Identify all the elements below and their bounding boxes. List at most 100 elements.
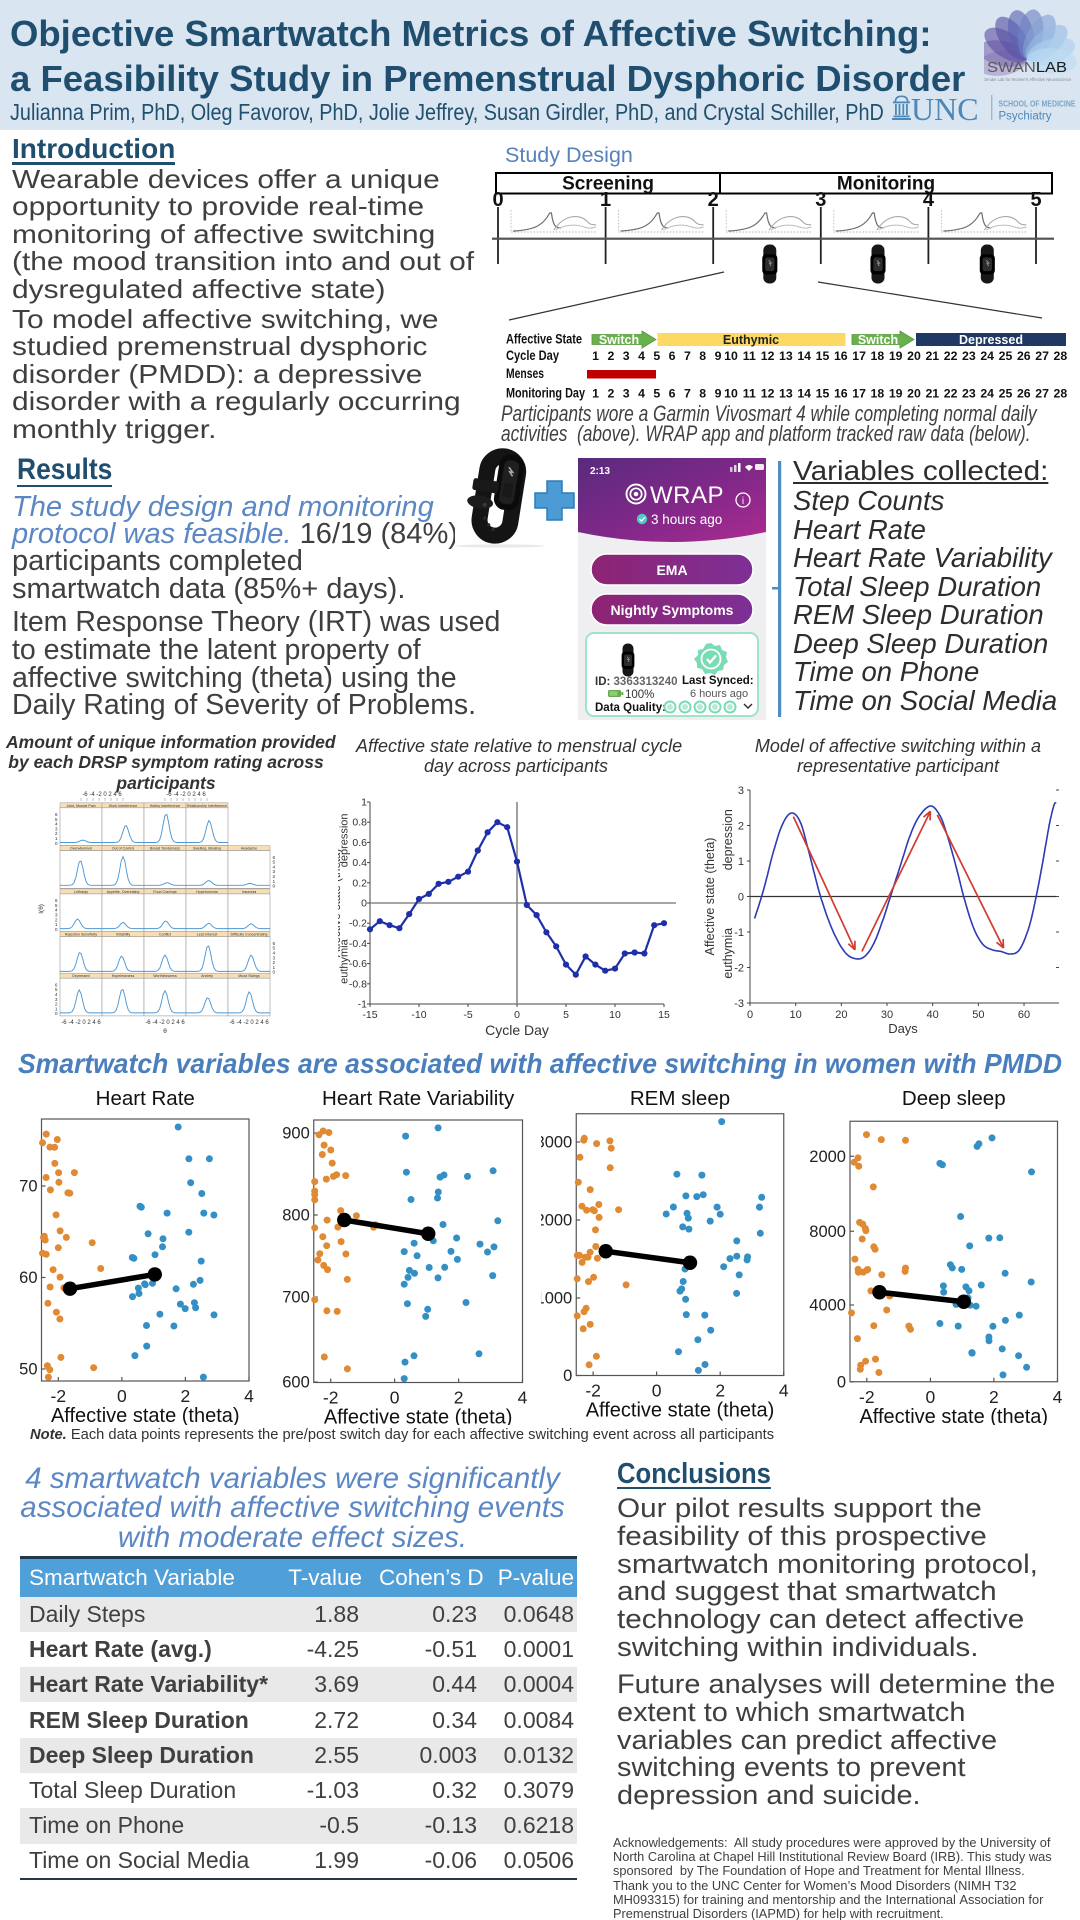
svg-text:5: 5 xyxy=(273,946,276,952)
svg-text:18: 18 xyxy=(871,387,885,401)
svg-text:euthymia: euthymia xyxy=(721,928,735,979)
svg-text:1: 1 xyxy=(273,879,276,885)
svg-text:25: 25 xyxy=(999,349,1013,363)
svg-text:Monitoring Day: Monitoring Day xyxy=(506,386,585,401)
svg-text:ID: 3363313240: ID: 3363313240 xyxy=(595,676,678,688)
svg-text:θ: θ xyxy=(163,1028,167,1035)
svg-text:25: 25 xyxy=(999,387,1013,401)
svg-text:Headache: Headache xyxy=(241,847,257,851)
svg-text:18: 18 xyxy=(871,349,885,363)
svg-text:WRAP: WRAP xyxy=(650,482,724,509)
svg-text:2000: 2000 xyxy=(809,1148,846,1166)
svg-text:0: 0 xyxy=(514,1009,520,1021)
svg-text:2:13: 2:13 xyxy=(590,466,610,477)
svg-text:0: 0 xyxy=(563,1367,572,1385)
svg-text:Heart Rate: Heart Rate xyxy=(96,1087,195,1110)
svg-text:4: 4 xyxy=(244,1386,254,1406)
svg-text:Irritability: Irritability xyxy=(116,933,131,937)
svg-text:6: 6 xyxy=(55,812,58,818)
svg-text:50: 50 xyxy=(972,1009,984,1021)
svg-text:0.6: 0.6 xyxy=(352,837,367,849)
svg-text:8: 8 xyxy=(699,387,706,401)
svg-text:Screening: Screening xyxy=(562,174,654,195)
svg-text:6: 6 xyxy=(273,941,276,947)
svg-text:0: 0 xyxy=(55,841,58,847)
svg-text:Psychiatry: Psychiatry xyxy=(999,111,1052,123)
svg-text:-5: -5 xyxy=(463,1009,472,1021)
svg-text:4: 4 xyxy=(638,387,645,401)
svg-text:0: 0 xyxy=(273,884,276,890)
svg-text:3: 3 xyxy=(623,349,630,363)
svg-text:10: 10 xyxy=(790,1009,802,1021)
svg-text:Mood Swings: Mood Swings xyxy=(238,974,260,978)
svg-text:2: 2 xyxy=(55,831,58,837)
svg-text:30: 30 xyxy=(881,1009,893,1021)
svg-text:9: 9 xyxy=(715,387,722,401)
svg-text:3: 3 xyxy=(55,826,58,832)
svg-text:1: 1 xyxy=(55,836,58,842)
svg-text:Food Cravings: Food Cravings xyxy=(153,890,177,894)
svg-text:-0.4: -0.4 xyxy=(349,938,367,950)
svg-text:22: 22 xyxy=(944,387,958,401)
svg-text:1: 1 xyxy=(592,387,599,401)
svg-text:Less Interest: Less Interest xyxy=(197,933,218,937)
svg-text:60: 60 xyxy=(19,1269,37,1287)
svg-text:Switch: Switch xyxy=(858,333,898,347)
svg-text:22: 22 xyxy=(944,349,958,363)
svg-text:10: 10 xyxy=(609,1009,621,1021)
svg-text:2: 2 xyxy=(55,917,58,923)
svg-text:Hypersomnia: Hypersomnia xyxy=(196,890,217,894)
svg-text:2: 2 xyxy=(708,189,719,211)
svg-text:12: 12 xyxy=(761,387,775,401)
svg-text:REM sleep: REM sleep xyxy=(630,1087,730,1110)
svg-text:4: 4 xyxy=(1053,1387,1063,1407)
svg-text:1: 1 xyxy=(592,349,599,363)
svg-text:1: 1 xyxy=(738,856,744,868)
svg-text:4: 4 xyxy=(923,189,935,211)
svg-text:70: 70 xyxy=(19,1178,37,1196)
svg-text:Switch: Switch xyxy=(599,333,639,347)
svg-text:Overwhelmed: Overwhelmed xyxy=(70,847,92,851)
svg-text:-6 -4 -2 0 2 4 6: -6 -4 -2 0 2 4 6 xyxy=(61,1020,101,1026)
svg-text:Deep sleep: Deep sleep xyxy=(902,1087,1006,1110)
svg-text:Swelling, Bloating: Swelling, Bloating xyxy=(193,847,221,851)
svg-text:26: 26 xyxy=(1017,387,1031,401)
svg-text:4: 4 xyxy=(273,950,276,956)
svg-text:Out of Control: Out of Control xyxy=(112,847,135,851)
svg-text:6: 6 xyxy=(55,898,58,904)
svg-text:0: 0 xyxy=(926,1387,936,1407)
svg-text:15: 15 xyxy=(658,1009,670,1021)
svg-text:24: 24 xyxy=(980,387,994,401)
svg-text:I(θ): I(θ) xyxy=(38,904,45,914)
svg-text:Days: Days xyxy=(888,1021,918,1036)
svg-text:14: 14 xyxy=(797,349,811,363)
svg-text:50: 50 xyxy=(19,1361,37,1379)
svg-text:-0.8: -0.8 xyxy=(349,978,367,990)
svg-text:15: 15 xyxy=(816,349,830,363)
svg-text:Difficulty Concentrating: Difficulty Concentrating xyxy=(231,933,268,937)
svg-text:6: 6 xyxy=(55,982,58,988)
svg-text:28: 28 xyxy=(1054,387,1068,401)
svg-text:3: 3 xyxy=(738,785,744,797)
svg-text:0: 0 xyxy=(55,1011,58,1017)
svg-text:700: 700 xyxy=(282,1289,310,1307)
svg-text:Anxiety: Anxiety xyxy=(201,974,213,978)
svg-text:-1: -1 xyxy=(734,927,744,939)
svg-text:SCHOOL OF MEDICINE: SCHOOL OF MEDICINE xyxy=(999,99,1076,109)
svg-text:2: 2 xyxy=(181,1386,191,1406)
svg-text:26: 26 xyxy=(1017,349,1031,363)
svg-text:-6 -4 -2 0 2 4 6: -6 -4 -2 0 2 4 6 xyxy=(145,1020,185,1026)
svg-text:5: 5 xyxy=(653,349,660,363)
svg-text:2: 2 xyxy=(738,821,744,833)
svg-text:9: 9 xyxy=(715,349,722,363)
svg-text:Affective state (theta): Affective state (theta) xyxy=(51,1405,240,1425)
svg-text:13: 13 xyxy=(779,349,793,363)
svg-text:-2: -2 xyxy=(585,1381,601,1401)
svg-text:Data Quality:: Data Quality: xyxy=(595,702,666,714)
svg-text:3: 3 xyxy=(623,387,630,401)
svg-text:4: 4 xyxy=(55,908,58,914)
svg-text:3 hours ago: 3 hours ago xyxy=(651,512,722,527)
svg-text:16: 16 xyxy=(834,387,848,401)
svg-text:60: 60 xyxy=(1018,1009,1030,1021)
